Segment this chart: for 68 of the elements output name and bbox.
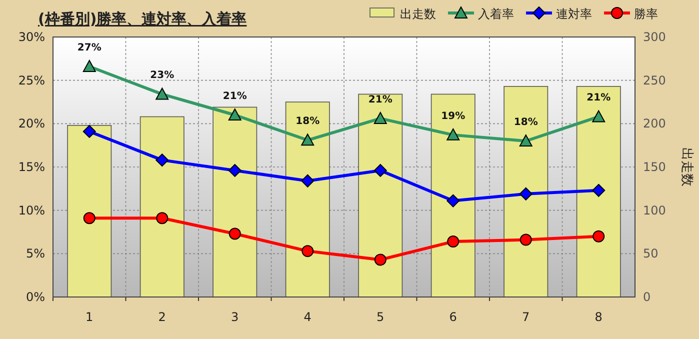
point xyxy=(83,212,96,224)
bar xyxy=(285,102,330,298)
y-tick-label: 30% xyxy=(18,30,45,44)
x-tick-label: 4 xyxy=(304,310,312,324)
bar xyxy=(212,106,258,298)
point xyxy=(374,164,387,177)
point xyxy=(446,194,460,208)
x-tick-label: 8 xyxy=(594,310,602,324)
point xyxy=(302,245,314,258)
point xyxy=(592,184,606,197)
point xyxy=(592,110,606,122)
legend-label: 連対率 xyxy=(556,7,592,21)
chart-title: (枠番別)勝率、連対率、入着率 xyxy=(38,10,247,28)
point xyxy=(519,187,532,200)
y-tick-label: 15% xyxy=(18,160,45,174)
x-tick-label: 6 xyxy=(449,310,457,324)
legend-label: 勝率 xyxy=(634,7,658,21)
legend-label: 出走数 xyxy=(400,7,436,21)
y-tick-label: 10% xyxy=(18,203,45,218)
point xyxy=(446,128,460,140)
y2-axis-title: 出走数 xyxy=(679,148,694,186)
y-tick-label: 5% xyxy=(26,246,45,261)
y2-tick-label: 150 xyxy=(643,160,666,174)
legend-label: 入着率 xyxy=(478,7,514,21)
point xyxy=(374,112,387,124)
y2-tick-label: 250 xyxy=(643,73,666,88)
bar xyxy=(504,86,548,298)
point xyxy=(519,134,532,146)
data-label: 19% xyxy=(441,110,466,122)
point xyxy=(228,108,242,120)
data-label: 23% xyxy=(150,70,174,82)
bar xyxy=(576,86,621,298)
point xyxy=(228,164,242,177)
data-label: 21% xyxy=(222,91,247,102)
point xyxy=(156,88,169,100)
y-tick-label: 20% xyxy=(18,116,45,131)
bar xyxy=(430,94,476,298)
y2-tick-label: 300 xyxy=(643,30,666,44)
y-tick-label: 0% xyxy=(26,290,45,304)
x-tick-label: 3 xyxy=(231,310,239,324)
y2-tick-label: 200 xyxy=(643,116,666,131)
data-label: 21% xyxy=(368,94,392,106)
bar xyxy=(140,116,184,298)
x-tick-label: 5 xyxy=(376,310,384,324)
point xyxy=(82,60,96,72)
x-tick-label: 1 xyxy=(86,310,94,324)
data-label: 21% xyxy=(586,92,611,104)
y2-tick-label: 50 xyxy=(643,246,658,261)
point xyxy=(156,212,168,224)
point xyxy=(447,236,460,248)
point xyxy=(82,124,96,138)
point xyxy=(592,230,605,242)
data-label: 27% xyxy=(77,42,102,54)
point xyxy=(374,254,386,266)
point xyxy=(228,228,241,240)
point xyxy=(156,154,169,167)
data-label: 18% xyxy=(296,116,320,128)
y2-tick-label: 100 xyxy=(643,203,666,218)
y2-tick-label: 0 xyxy=(643,290,651,304)
x-tick-label: 2 xyxy=(158,310,166,324)
point xyxy=(301,174,314,188)
bar xyxy=(358,94,403,298)
x-tick-label: 7 xyxy=(522,310,530,324)
point xyxy=(301,134,314,146)
bar xyxy=(67,125,112,298)
point xyxy=(520,234,532,246)
y-tick-label: 25% xyxy=(18,73,45,88)
data-label: 18% xyxy=(514,117,538,128)
